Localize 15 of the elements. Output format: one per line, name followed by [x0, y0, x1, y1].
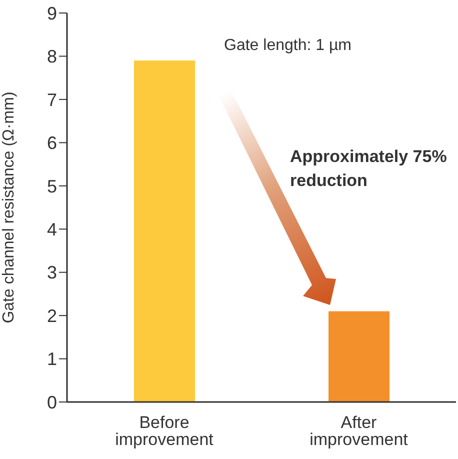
- y-tick-label: 6: [46, 133, 57, 154]
- y-tick-label: 3: [46, 262, 57, 283]
- y-tick-label: 1: [46, 349, 57, 370]
- x-tick-label: Before improvement: [115, 413, 214, 450]
- y-tick-label: 8: [46, 46, 57, 67]
- y-tick-label: 4: [46, 220, 57, 240]
- y-tick-label: 9: [46, 3, 57, 24]
- x-tick-label: After improvement: [310, 413, 408, 450]
- y-tick-label: 0: [46, 392, 57, 412]
- y-tick-label: 7: [46, 90, 57, 110]
- y-tick-label: 5: [46, 176, 57, 196]
- y-tick-label: 2: [46, 306, 57, 326]
- y-axis-title: Gate channel resistance (Ω·mm): [0, 92, 18, 324]
- annotation: Gate length: 1 µm: [224, 37, 352, 54]
- annotation: Approximately 75% reduction: [290, 147, 447, 190]
